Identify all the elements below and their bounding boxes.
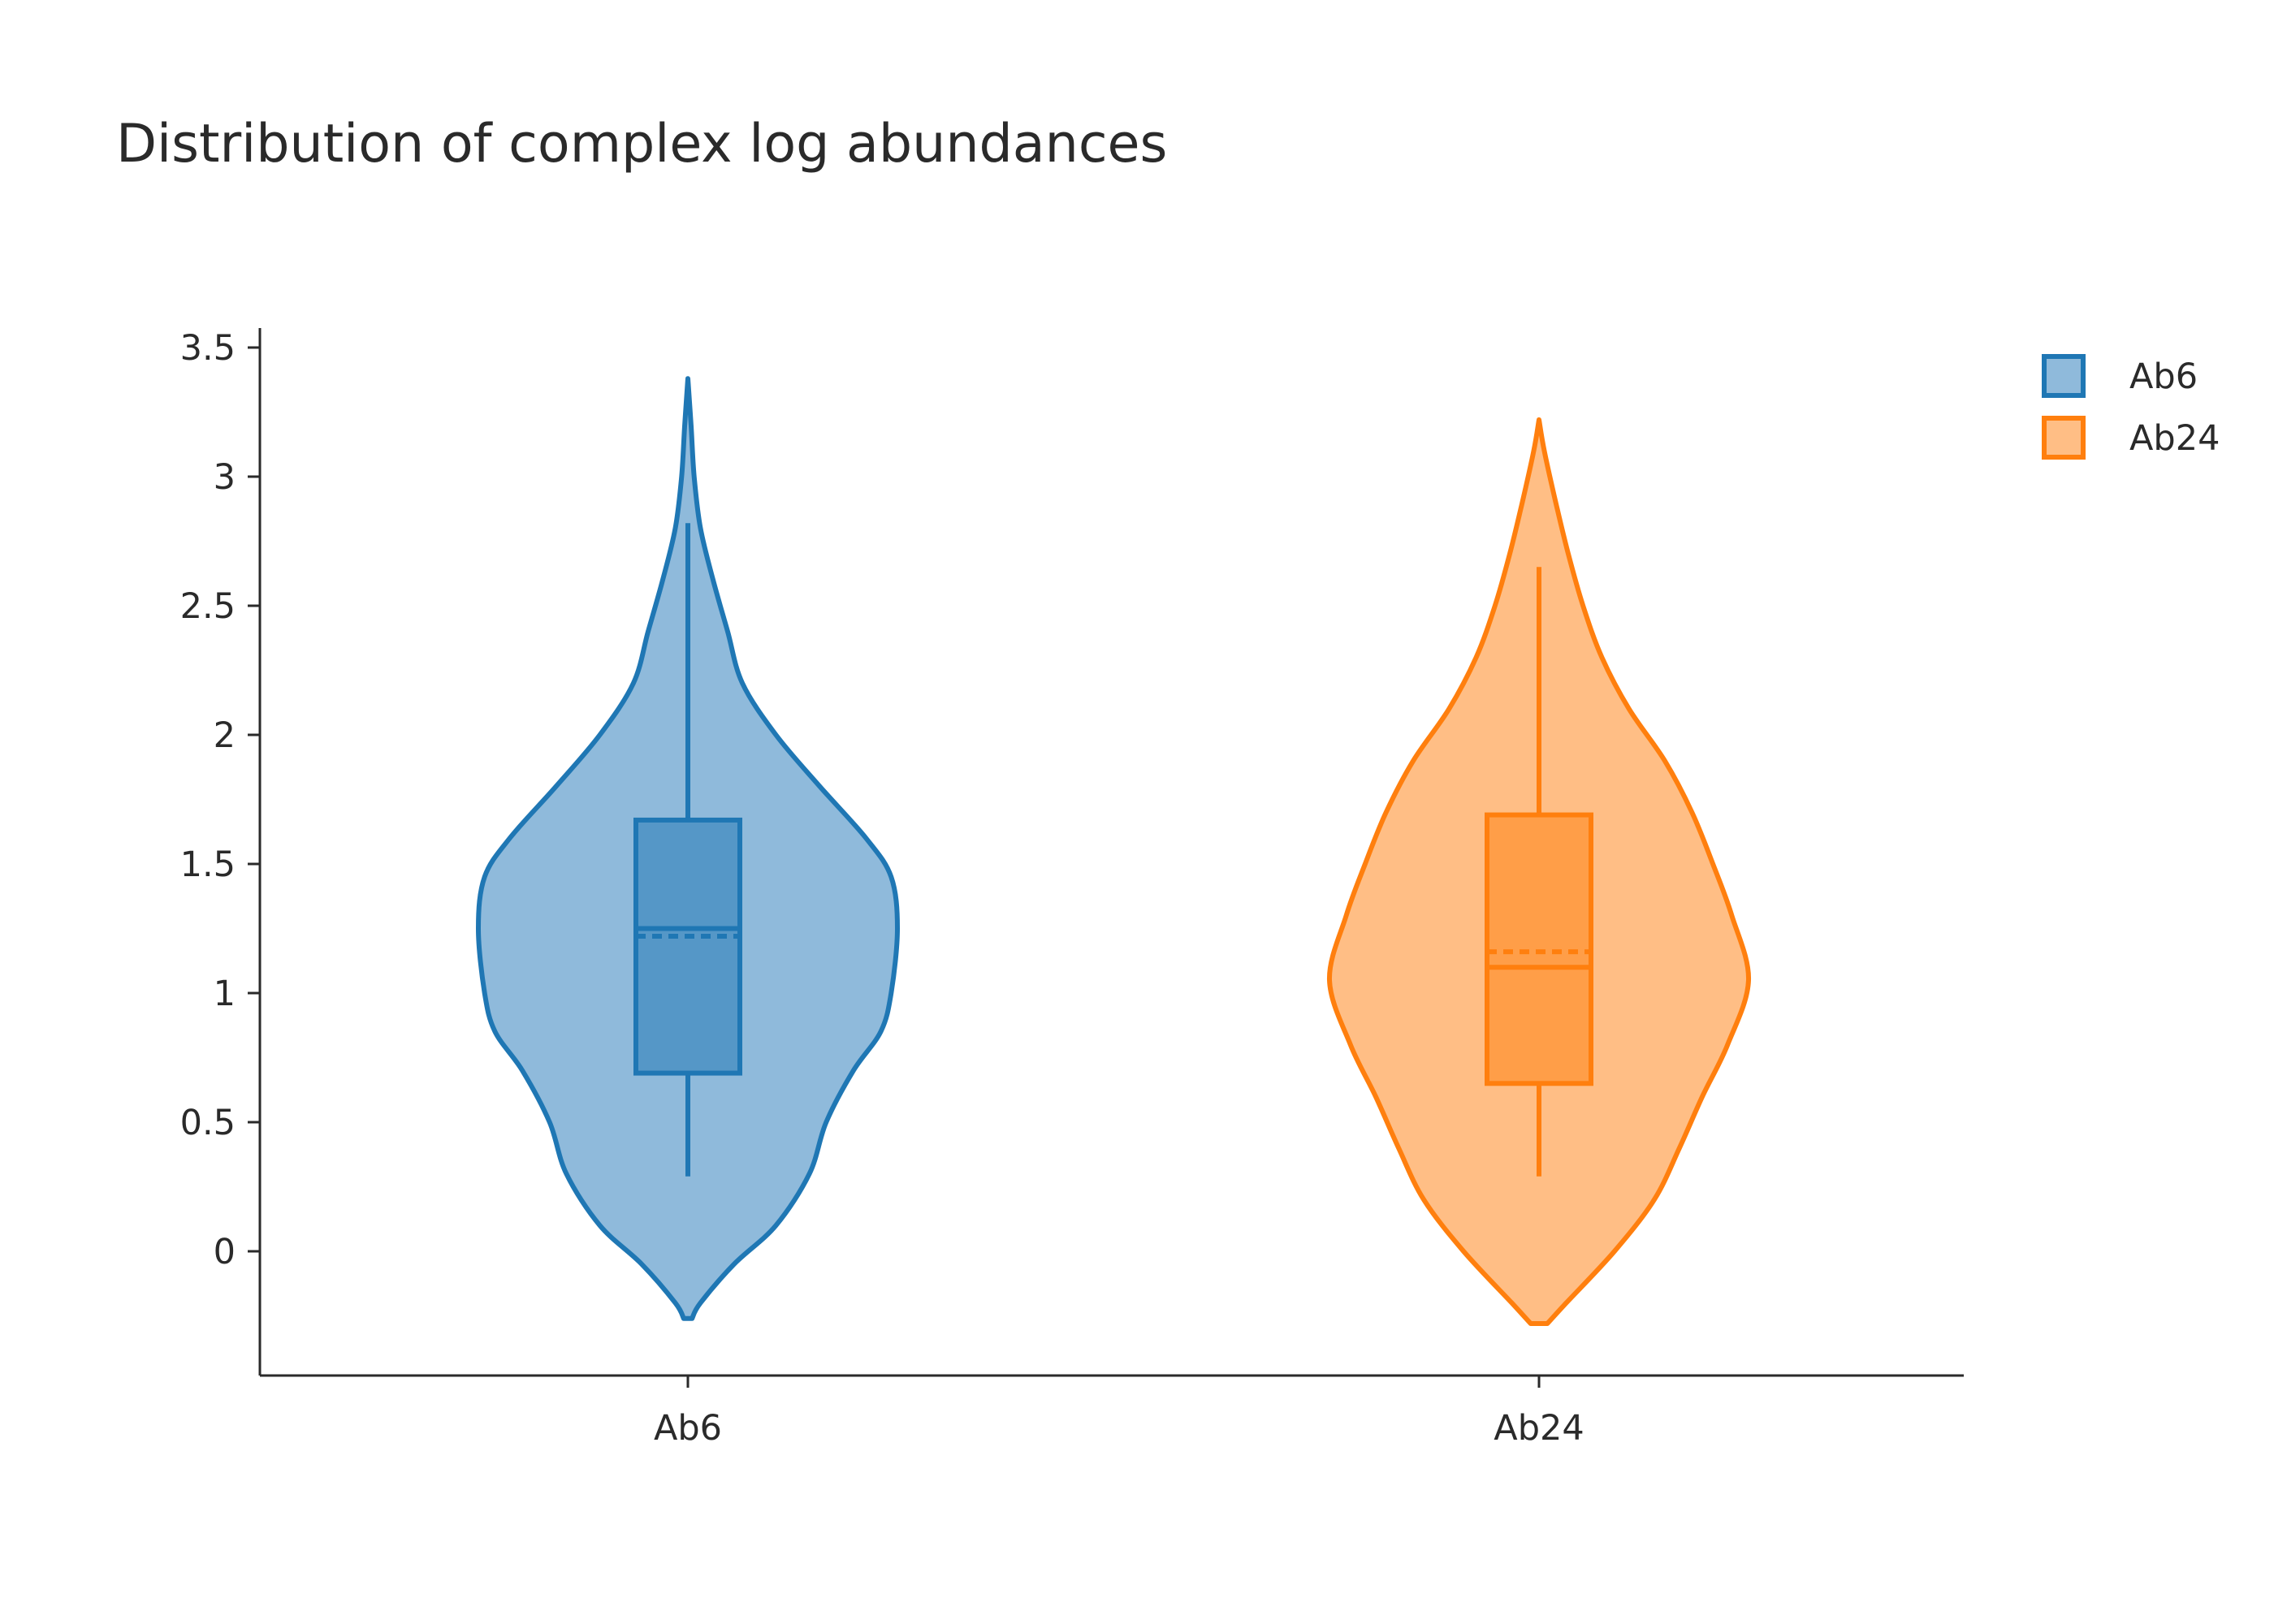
axes: 0 0.5 1 1.5 2 2.5 3 3.5 Ab6 Ab24 xyxy=(180,328,1964,1449)
y-tick-label: 2.5 xyxy=(180,586,236,627)
legend: Ab6 Ab24 xyxy=(2042,354,2220,460)
box-ab24 xyxy=(1485,812,1593,1086)
x-tick-label: Ab24 xyxy=(1494,1408,1584,1449)
chart-title: Distribution of complex log abundances xyxy=(116,114,1168,175)
y-tick-label: 0 xyxy=(214,1232,236,1272)
legend-swatch-ab24 xyxy=(2042,416,2086,460)
x-tick-label: Ab6 xyxy=(654,1408,722,1449)
y-tick-label: 3.5 xyxy=(180,328,236,369)
violin-ab6 xyxy=(476,376,900,1321)
y-tick-label: 1.5 xyxy=(180,844,236,885)
legend-swatch-ab6 xyxy=(2042,354,2086,398)
violin-ab24 xyxy=(1326,417,1752,1326)
y-tick-label: 3 xyxy=(214,457,236,498)
y-tick-label: 2 xyxy=(214,715,236,756)
box-ab6 xyxy=(633,817,742,1076)
legend-label-ab24: Ab24 xyxy=(2129,418,2220,459)
legend-label-ab6: Ab6 xyxy=(2129,356,2198,397)
plot-area xyxy=(476,376,1752,1326)
y-tick-label: 0.5 xyxy=(180,1103,236,1143)
y-tick-label: 1 xyxy=(214,974,236,1014)
